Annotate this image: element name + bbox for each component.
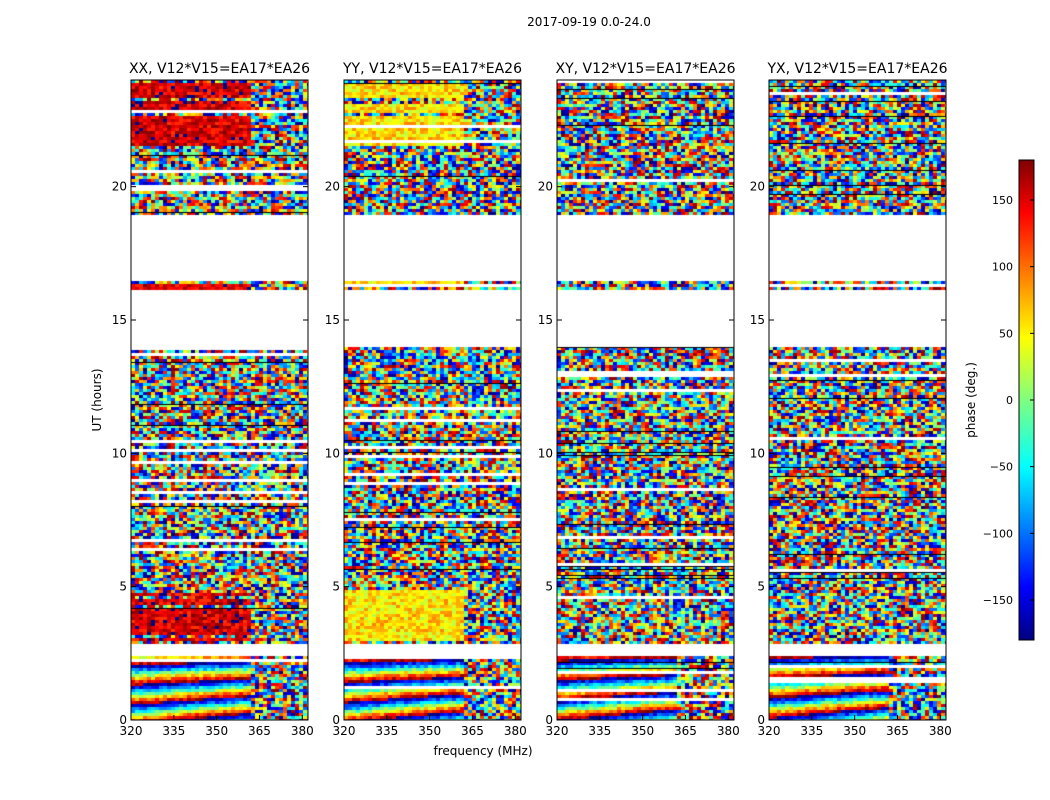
x-tick-label: 350 (843, 724, 866, 738)
panel-frame (343, 79, 522, 721)
y-tick-label: 0 (545, 713, 553, 727)
phase-heatmap (344, 80, 521, 720)
panel-xx: XX, V12*V15=EA17*EA26 320 335 350 365 380 0 5 10… (112, 61, 314, 738)
y-tick-label: 0 (332, 713, 340, 727)
x-tick-label: 365 (886, 724, 909, 738)
phase-heatmap (769, 80, 946, 720)
panel-title: XY, V12*V15=EA17*EA26 (555, 61, 735, 77)
y-tick-label: 0 (757, 713, 765, 727)
colorbar-tick-label: −50 (990, 461, 1013, 474)
y-tick-label: 0 (119, 713, 127, 727)
colorbar-tick-label: 150 (992, 194, 1013, 207)
y-tick-label: 15 (325, 313, 340, 327)
x-tick-label: 380 (291, 724, 314, 738)
panel-yx: YX, V12*V15=EA17*EA26 320 335 350 365 380 0 5 10… (750, 61, 952, 738)
x-tick-label: 320 (546, 724, 569, 738)
colorbar-tick-label: 100 (992, 261, 1013, 274)
y-tick-label: 20 (112, 180, 127, 194)
x-tick-label: 320 (758, 724, 781, 738)
y-tick-label: 10 (750, 446, 765, 460)
x-tick-label: 350 (205, 724, 228, 738)
x-tick-label: 380 (717, 724, 740, 738)
y-tick-label: 10 (538, 446, 553, 460)
y-tick-label: 15 (538, 313, 553, 327)
colorbar-label: phase (deg.) (964, 362, 978, 438)
x-tick-label: 380 (504, 724, 527, 738)
phase-heatmap (557, 80, 734, 720)
colorbar: 150 100 50 0 −50 −100 −150 phase (deg.) (964, 159, 1035, 641)
x-tick-label: 365 (248, 724, 271, 738)
panel-title: XX, V12*V15=EA17*EA26 (129, 61, 310, 77)
y-tick-label: 5 (757, 580, 765, 594)
x-tick-label: 335 (162, 724, 185, 738)
x-tick-label: 335 (588, 724, 611, 738)
x-axis-label: frequency (MHz) (433, 744, 532, 758)
colorbar-tick-label: 0 (1006, 394, 1013, 407)
x-tick-label: 380 (929, 724, 952, 738)
panel-title: YX, V12*V15=EA17*EA26 (766, 61, 947, 77)
x-tick-label: 320 (333, 724, 356, 738)
y-tick-label: 10 (112, 446, 127, 460)
y-tick-label: 15 (750, 313, 765, 327)
y-axis-label: UT (hours) (90, 368, 104, 431)
y-tick-label: 20 (750, 180, 765, 194)
x-tick-label: 320 (120, 724, 143, 738)
phase-heatmap (131, 80, 308, 720)
panel-frame (768, 79, 947, 721)
y-tick-label: 5 (332, 580, 340, 594)
y-tick-label: 20 (325, 180, 340, 194)
colorbar-tick-label: 50 (999, 327, 1013, 340)
y-tick-label: 10 (325, 446, 340, 460)
y-tick-label: 5 (119, 580, 127, 594)
colorbar-ticks: 150 100 50 0 −50 −100 −150 (983, 194, 1034, 607)
x-tick-label: 365 (461, 724, 484, 738)
x-tick-label: 365 (674, 724, 697, 738)
panel-title: YY, V12*V15=EA17*EA26 (342, 61, 522, 77)
x-tick-label: 335 (375, 724, 398, 738)
x-tick-label: 350 (418, 724, 441, 738)
x-tick-label: 335 (800, 724, 823, 738)
colorbar-tick-label: −100 (983, 527, 1013, 540)
panel-yy: YY, V12*V15=EA17*EA26 320 335 350 365 380 0 5 10… (325, 61, 527, 738)
y-tick-label: 20 (538, 180, 553, 194)
y-tick-label: 5 (545, 580, 553, 594)
panel-xy: XY, V12*V15=EA17*EA26 320 335 350 365 380 0 5 10… (538, 61, 740, 738)
panel-frame (556, 79, 735, 721)
panel-frame (130, 79, 309, 721)
x-tick-label: 350 (631, 724, 654, 738)
panels-group: XX, V12*V15=EA17*EA26 320 335 350 365 380 0 5 10… (112, 61, 952, 738)
figure-suptitle: 2017-09-19 0.0-24.0 (527, 15, 651, 29)
colorbar-tick-label: −150 (983, 594, 1013, 607)
y-tick-label: 15 (112, 313, 127, 327)
